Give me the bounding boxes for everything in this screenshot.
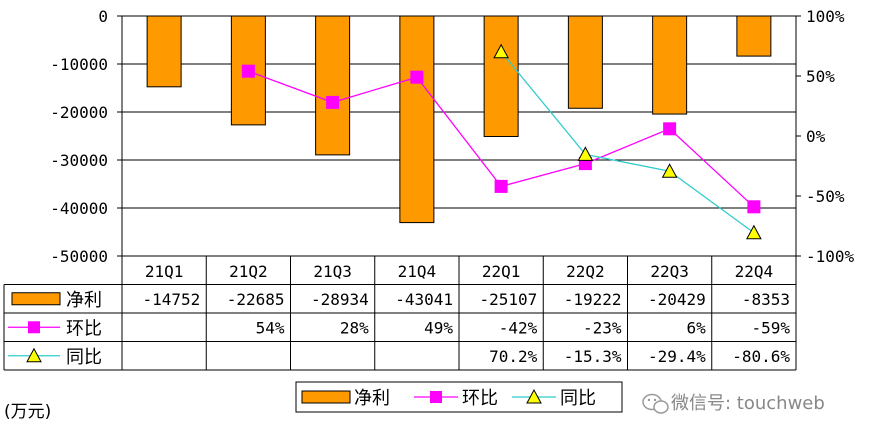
marker-square [241, 64, 255, 78]
watermark: 微信号: touchweb [642, 393, 825, 414]
x-tick-label: 21Q4 [398, 262, 437, 281]
marker-square [430, 391, 442, 403]
legend-label: 净利 [354, 388, 390, 409]
data-label: -19222 [564, 290, 622, 309]
data-label: 6% [686, 318, 706, 337]
bar [736, 15, 772, 57]
x-tick-label: 22Q1 [482, 262, 521, 281]
y-left-tick-label: -20000 [50, 103, 108, 122]
data-label: -22685 [227, 290, 285, 309]
data-label: 54% [256, 318, 285, 337]
y-left-tick-label: -10000 [50, 55, 108, 74]
bar [483, 15, 519, 138]
row-label: 环比 [66, 318, 102, 339]
data-label: -25107 [479, 290, 537, 309]
y-left-tick-label: -50000 [50, 247, 108, 266]
legend-label: 环比 [462, 388, 498, 409]
marker-square [326, 95, 340, 109]
legend: 净利 环比 同比 [295, 381, 623, 413]
x-tick-label: 21Q1 [145, 262, 184, 281]
y-right-tick-label: -50% [806, 187, 845, 206]
row-key [8, 347, 60, 363]
row-label: 同比 [66, 347, 102, 368]
y-right-tick-label: 0% [806, 127, 826, 146]
bar [652, 15, 688, 115]
wechat-icon [642, 393, 669, 414]
legend-label: 同比 [560, 388, 596, 409]
data-label: 70.2% [489, 347, 538, 366]
data-label: -23% [583, 318, 622, 337]
x-tick-label: 22Q2 [566, 262, 605, 281]
marker-square [663, 122, 677, 136]
data-label: -59% [751, 318, 790, 337]
marker-triangle [577, 146, 594, 161]
data-label: -20429 [648, 290, 706, 309]
data-label: 49% [424, 318, 453, 337]
y-right-tick-label: 50% [806, 67, 835, 86]
bar [399, 15, 435, 224]
data-label: -28934 [311, 290, 369, 309]
marker-square [747, 200, 761, 214]
data-label: -42% [499, 318, 538, 337]
row-key [11, 292, 61, 306]
marker-triangle [661, 163, 678, 178]
row-label: 净利 [66, 290, 102, 311]
x-tick-label: 22Q3 [650, 262, 689, 281]
data-label: -8353 [742, 290, 790, 309]
marker-square [410, 70, 424, 84]
marker-square [494, 179, 508, 193]
bar [146, 15, 182, 88]
data-label: -29.4% [648, 347, 706, 366]
marker-triangle [746, 224, 762, 240]
data-label: -15.3% [564, 347, 622, 366]
data-label: -80.6% [732, 347, 790, 366]
line-series [241, 43, 762, 240]
bar [315, 15, 351, 156]
marker-triangle [26, 347, 42, 363]
x-tick-label: 22Q4 [735, 262, 774, 281]
y-right-tick-label: -100% [806, 247, 855, 266]
y-right-tick-label: 100% [806, 7, 845, 26]
data-label: -14752 [142, 290, 200, 309]
data-table: 21Q1 21Q2 21Q3 21Q4 22Q1 22Q2 22Q3 22Q4 净利 -14752… [3, 256, 797, 371]
data-label: -43041 [395, 290, 453, 309]
x-tick-label: 21Q3 [313, 262, 352, 281]
marker-square [28, 321, 40, 334]
bar-series [146, 15, 772, 224]
plot-area [121, 15, 797, 257]
unit-note: (万元) [4, 402, 51, 422]
bar [567, 15, 603, 109]
watermark-text: 微信号: touchweb [671, 393, 825, 414]
data-label: 28% [340, 318, 369, 337]
y-left-tick-label: -40000 [50, 199, 108, 218]
legend-swatch-bar [11, 292, 61, 306]
marker-triangle [526, 388, 542, 404]
row-key [8, 321, 60, 334]
marker-triangle [493, 43, 509, 59]
legend-swatch-bar [301, 390, 351, 404]
y-left-tick-label: -30000 [50, 151, 108, 170]
x-tick-label: 21Q2 [229, 262, 268, 281]
y-left-tick-label: 0 [98, 7, 108, 26]
gridlines [121, 15, 797, 257]
series-line [500, 51, 755, 234]
axes: 0 -10000 -20000 -30000 -40000 -50000 100% 50% 0%… [50, 7, 854, 266]
